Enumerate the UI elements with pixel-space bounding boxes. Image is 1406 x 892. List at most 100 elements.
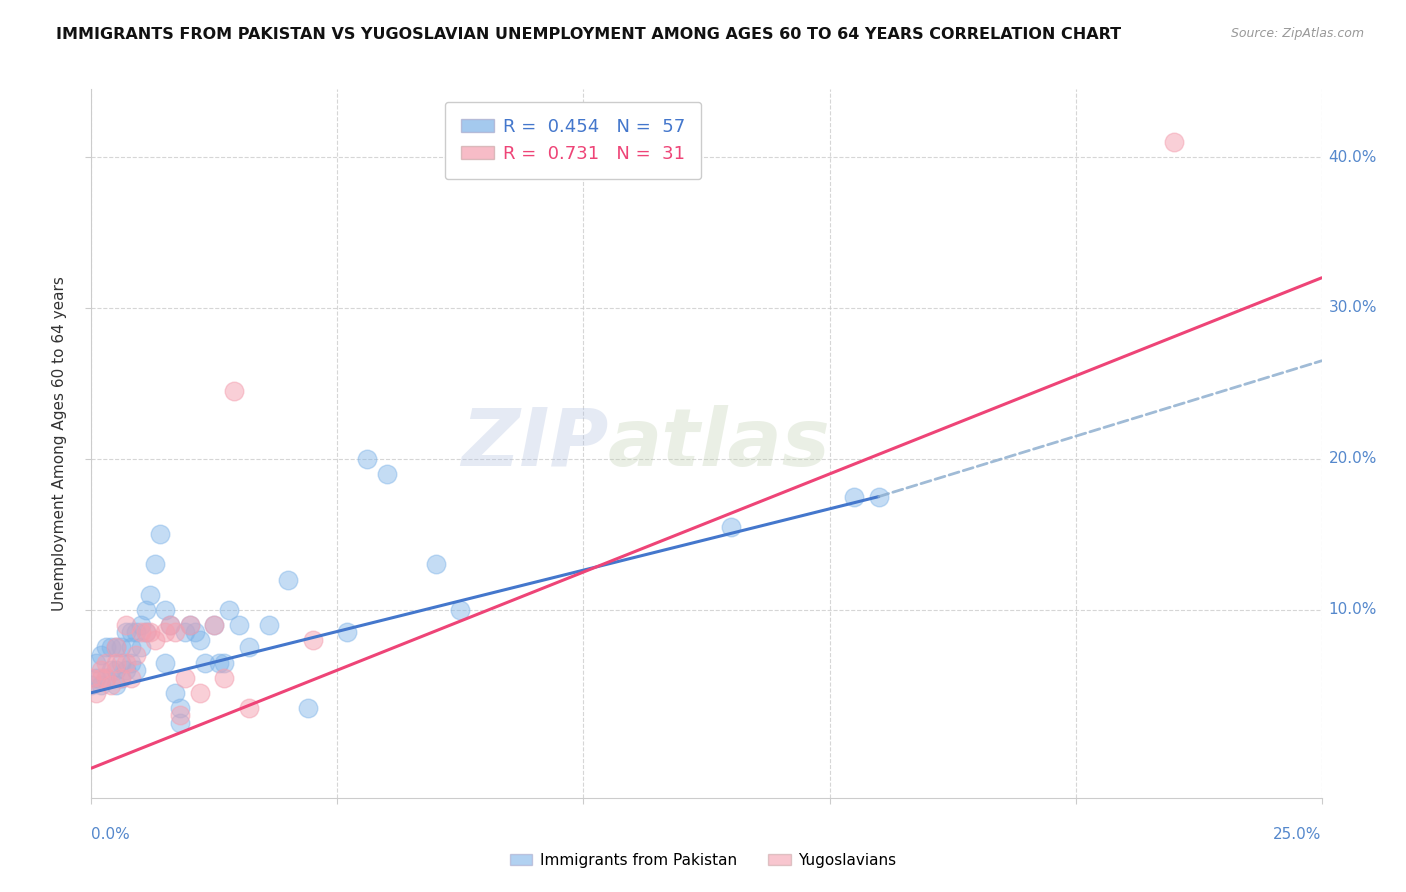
Legend: Immigrants from Pakistan, Yugoslavians: Immigrants from Pakistan, Yugoslavians — [503, 847, 903, 873]
Point — [124, 663, 146, 677]
Point — [145, 558, 166, 572]
Point — [257, 617, 280, 632]
Text: 10.0%: 10.0% — [1329, 602, 1376, 617]
Point — [135, 625, 156, 640]
Y-axis label: Unemployment Among Ages 60 to 64 years: Unemployment Among Ages 60 to 64 years — [52, 277, 67, 611]
Point — [336, 625, 359, 640]
Point — [238, 640, 260, 655]
Point — [159, 617, 181, 632]
Point — [153, 656, 177, 670]
Point — [277, 573, 299, 587]
Point — [188, 632, 211, 647]
Point — [153, 625, 177, 640]
Point — [96, 640, 117, 655]
Point — [120, 625, 142, 640]
Point — [120, 640, 142, 655]
Point — [129, 640, 152, 655]
Point — [202, 617, 225, 632]
Point — [179, 617, 201, 632]
Point — [193, 656, 217, 670]
Point — [169, 708, 191, 723]
Point — [105, 656, 127, 670]
Point — [163, 686, 186, 700]
Point — [238, 701, 260, 715]
Point — [90, 648, 112, 662]
Point — [218, 603, 240, 617]
Point — [222, 384, 246, 398]
Point — [96, 656, 117, 670]
Point — [86, 671, 108, 685]
Point — [163, 625, 186, 640]
Point — [183, 625, 207, 640]
Point — [114, 656, 138, 670]
Text: 0.0%: 0.0% — [91, 827, 131, 841]
Point — [139, 625, 162, 640]
Text: atlas: atlas — [607, 405, 831, 483]
Point — [120, 671, 142, 685]
Point — [110, 671, 132, 685]
Text: 40.0%: 40.0% — [1329, 150, 1376, 165]
Point — [149, 527, 172, 541]
Point — [86, 686, 108, 700]
Point — [145, 632, 166, 647]
Point — [842, 490, 865, 504]
Point — [297, 701, 319, 715]
Point — [124, 625, 146, 640]
Point — [96, 671, 117, 685]
Point — [169, 701, 191, 715]
Text: Source: ZipAtlas.com: Source: ZipAtlas.com — [1230, 27, 1364, 40]
Point — [720, 520, 742, 534]
Point — [153, 603, 177, 617]
Point — [356, 451, 378, 466]
Point — [114, 663, 138, 677]
Point — [86, 656, 108, 670]
Text: ZIP: ZIP — [461, 405, 607, 483]
Text: 25.0%: 25.0% — [1274, 827, 1322, 841]
Point — [114, 625, 138, 640]
Point — [174, 671, 197, 685]
Point — [1163, 135, 1185, 149]
Point — [212, 656, 235, 670]
Point — [90, 678, 112, 692]
Point — [208, 656, 231, 670]
Point — [228, 617, 250, 632]
Point — [80, 678, 103, 692]
Point — [100, 663, 122, 677]
Point — [105, 663, 127, 677]
Point — [188, 686, 211, 700]
Point — [868, 490, 890, 504]
Point — [120, 656, 142, 670]
Point — [169, 715, 191, 730]
Point — [202, 617, 225, 632]
Text: 20.0%: 20.0% — [1329, 451, 1376, 467]
Point — [110, 671, 132, 685]
Point — [212, 671, 235, 685]
Text: 30.0%: 30.0% — [1329, 301, 1376, 316]
Point — [425, 558, 447, 572]
Point — [105, 640, 127, 655]
Point — [96, 671, 117, 685]
Point — [159, 617, 181, 632]
Point — [90, 663, 112, 677]
Point — [110, 656, 132, 670]
Point — [375, 467, 398, 481]
Point — [174, 625, 197, 640]
Point — [139, 588, 162, 602]
Point — [110, 640, 132, 655]
Point — [179, 617, 201, 632]
Point — [100, 640, 122, 655]
Point — [124, 648, 146, 662]
Legend: R =  0.454   N =  57, R =  0.731   N =  31: R = 0.454 N = 57, R = 0.731 N = 31 — [444, 102, 702, 179]
Point — [301, 632, 323, 647]
Point — [129, 625, 152, 640]
Text: IMMIGRANTS FROM PAKISTAN VS YUGOSLAVIAN UNEMPLOYMENT AMONG AGES 60 TO 64 YEARS C: IMMIGRANTS FROM PAKISTAN VS YUGOSLAVIAN … — [56, 27, 1122, 42]
Point — [100, 678, 122, 692]
Point — [80, 671, 103, 685]
Point — [90, 671, 112, 685]
Point — [449, 603, 471, 617]
Point — [105, 640, 127, 655]
Point — [129, 617, 152, 632]
Point — [135, 603, 156, 617]
Point — [135, 625, 156, 640]
Point — [105, 678, 127, 692]
